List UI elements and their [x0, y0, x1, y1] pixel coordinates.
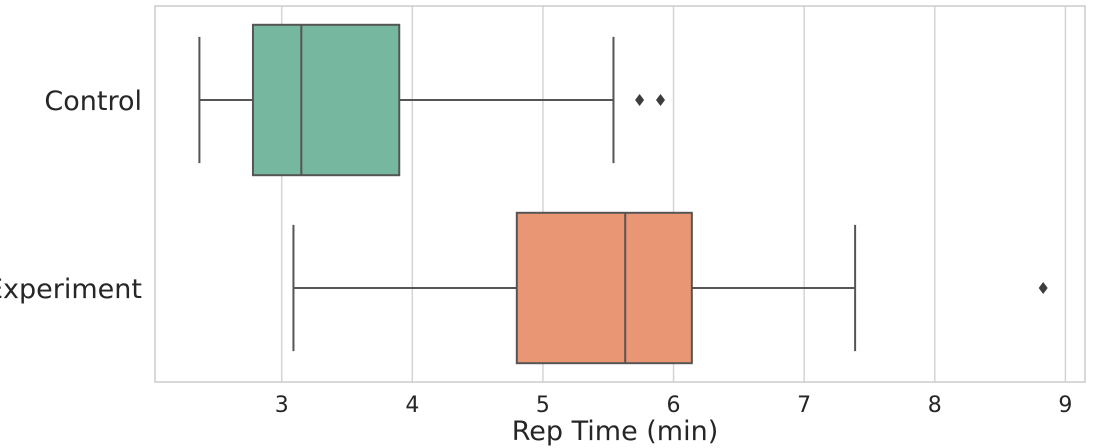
outlier-point: [635, 94, 645, 106]
iqr-box: [251, 23, 401, 177]
outlier-point: [1038, 282, 1048, 294]
box-group-experiment: [292, 211, 1048, 365]
x-tick-label: 6: [667, 393, 681, 418]
x-tick-label: 9: [1058, 393, 1072, 418]
boxes-layer: [198, 23, 1048, 365]
x-tick-labels: 3 4 5 6 7 8 9: [275, 393, 1073, 418]
x-axis-label: Rep Time (min): [512, 416, 719, 447]
category-label: Experiment: [0, 274, 142, 305]
gridlines: [280, 6, 1067, 382]
category-labels: Control Experiment: [0, 86, 142, 305]
iqr-box: [515, 211, 693, 365]
outlier-point: [655, 94, 665, 106]
box-group-control: [198, 23, 665, 177]
x-tick-label: 7: [797, 393, 811, 418]
category-label: Control: [44, 86, 142, 117]
x-tick-label: 8: [928, 393, 942, 418]
x-tick-label: 4: [405, 393, 419, 418]
plot-frame: [154, 5, 1086, 383]
x-tick-label: 5: [536, 393, 550, 418]
x-tick-label: 3: [275, 393, 289, 418]
